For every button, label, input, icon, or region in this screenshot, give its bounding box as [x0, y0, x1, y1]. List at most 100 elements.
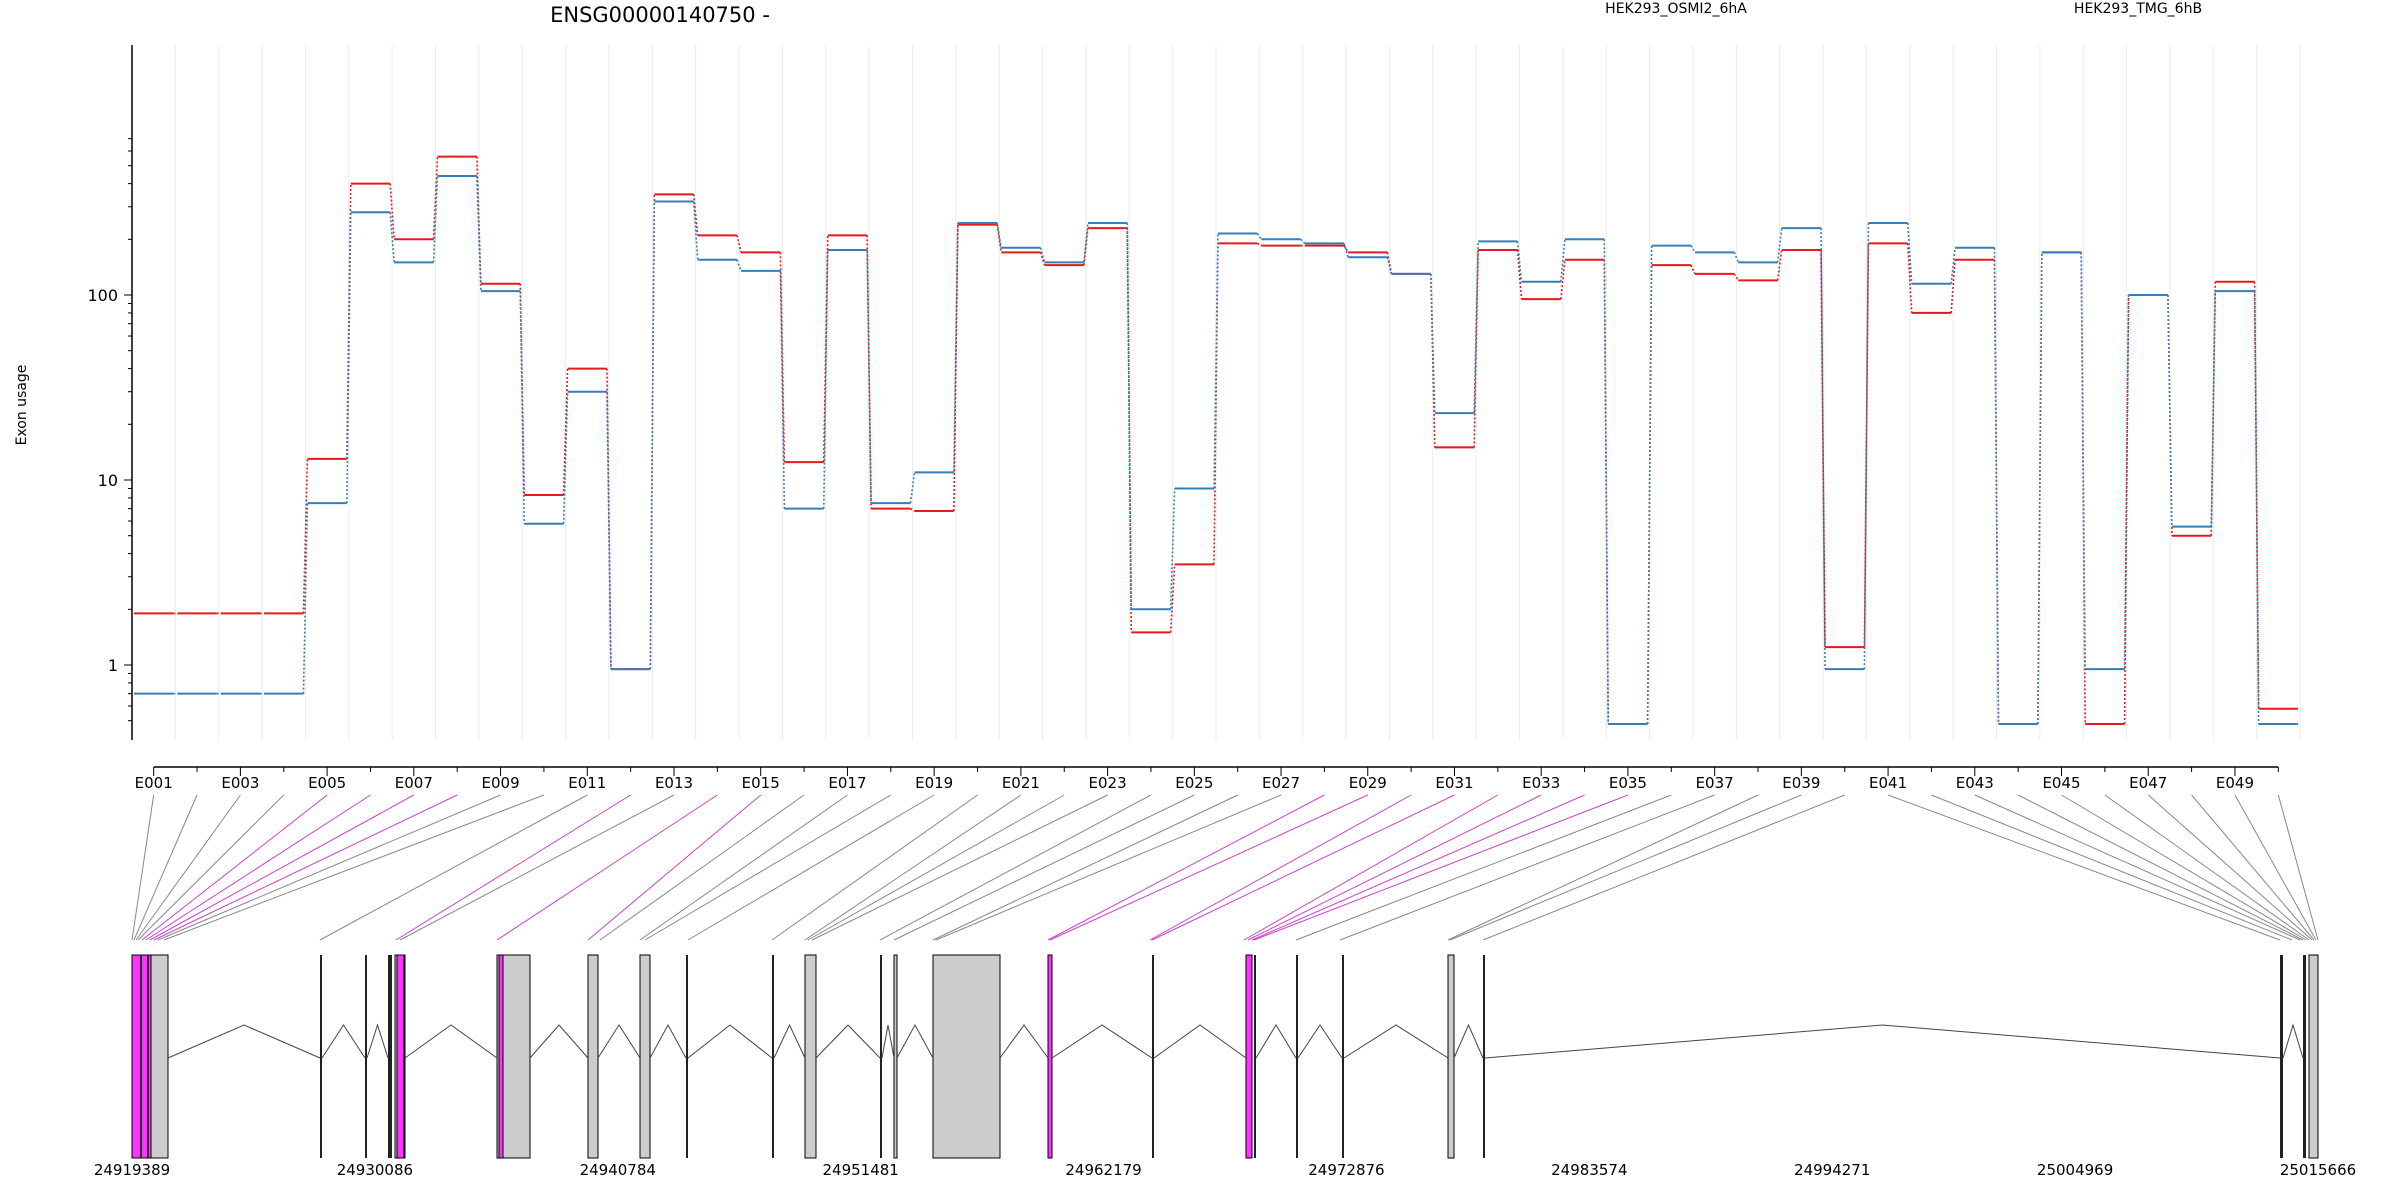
exon-connector	[1974, 794, 2301, 941]
series-connector	[909, 472, 916, 504]
x-tick-label: E003	[221, 774, 259, 792]
series-connector	[953, 222, 959, 473]
exon-connector	[2104, 794, 2310, 941]
intron-line	[529, 1024, 589, 1059]
exon-block	[1245, 954, 1253, 1159]
gene-model: 24919389 24930086 24940784 24951481 24962179…	[94, 954, 2356, 1179]
exon-connector	[2234, 794, 2317, 941]
series-connector	[2167, 294, 2173, 527]
x-tick-label: E031	[1435, 774, 1473, 792]
series-connector	[1126, 228, 1133, 633]
genomic-tick-label: 24994271	[1794, 1161, 1870, 1179]
series-connector	[822, 250, 829, 509]
series-connector	[736, 235, 742, 253]
series-connector	[1993, 247, 2000, 724]
intron-line	[1453, 1023, 1484, 1059]
x-tick-label: E027	[1262, 774, 1300, 792]
grid-lines	[131, 45, 2301, 740]
exon-block	[2280, 955, 2283, 1158]
intron-line	[773, 1023, 806, 1059]
series-connector	[910, 507, 915, 512]
genomic-tick-label: 24940784	[580, 1161, 656, 1179]
intron-line	[321, 1024, 366, 1059]
series-connector	[1473, 250, 1479, 448]
series-tmg	[134, 174, 2298, 725]
x-tick-label: E023	[1089, 774, 1127, 792]
exon-connector	[811, 794, 1108, 941]
legend-series-osmi2: HEK293_OSMI2_6hA	[1605, 1, 1747, 17]
intron-line	[2282, 1023, 2304, 1059]
exon-block	[2308, 954, 2319, 1159]
exon-connector	[935, 794, 1282, 941]
exon-connectors	[131, 794, 2319, 941]
exon-connector	[1151, 794, 1455, 941]
exon-block	[320, 955, 322, 1158]
exon-connector	[879, 794, 1152, 941]
intron-line	[1255, 1024, 1297, 1059]
series-connector	[649, 201, 656, 670]
x-tick-label: E013	[655, 774, 693, 792]
series-connector	[1733, 273, 1739, 281]
x-tick-label: E037	[1696, 774, 1734, 792]
exon-block	[639, 954, 651, 1159]
intron-line	[1153, 1024, 1247, 1059]
series-connector	[1516, 249, 1523, 300]
intron-line	[881, 1024, 895, 1059]
series-connector	[1039, 247, 1046, 263]
series-connector	[1213, 233, 1219, 489]
series-connector	[1473, 241, 1479, 414]
intron-line	[999, 1024, 1049, 1059]
series-connector	[302, 458, 309, 614]
series-connector	[2210, 291, 2217, 527]
series-connector	[2080, 252, 2086, 670]
exon-block	[587, 954, 599, 1159]
series-connector	[562, 368, 569, 495]
x-tick-label: E021	[1002, 774, 1040, 792]
intron-line	[366, 1023, 389, 1059]
x-tick-label: E015	[742, 774, 780, 792]
exon-connector	[2147, 794, 2313, 941]
exon-connector	[1449, 794, 1802, 941]
exon-connector	[399, 794, 675, 941]
axes: 1 10 100 E001 E003 E005 E007 E009 E011 E013 E015 E0…	[87, 45, 2279, 792]
exon-connector	[1251, 794, 1585, 941]
series-connector	[1776, 227, 1783, 263]
series-connector	[692, 201, 699, 260]
exon-connector	[644, 794, 892, 941]
intron-line	[1343, 1024, 1449, 1059]
exon-connector	[687, 794, 935, 941]
genomic-tick-label: 24983574	[1551, 1161, 1627, 1179]
y-tick-label: 10	[98, 471, 118, 490]
x-tick-label: E005	[308, 774, 346, 792]
exon-connector	[157, 794, 501, 941]
series-lines	[134, 155, 2298, 725]
series-connector	[1863, 243, 1870, 648]
x-tick-label: E019	[915, 774, 953, 792]
genomic-tick-label: 24930086	[337, 1161, 413, 1179]
exon-block	[1047, 954, 1053, 1159]
intron-line	[404, 1024, 498, 1059]
exon-connector	[137, 794, 285, 941]
x-tick-label: E041	[1869, 774, 1907, 792]
y-axis-label: Exon usage	[14, 365, 30, 446]
series-connector	[996, 224, 1002, 253]
series-connector	[1386, 257, 1393, 275]
exon-block	[1296, 955, 1298, 1158]
series-connector	[389, 183, 395, 240]
x-tick-label: E029	[1349, 774, 1387, 792]
series-connector	[346, 212, 352, 504]
exon-connector	[587, 794, 762, 941]
exon-block	[1483, 955, 1485, 1158]
x-tick-label: E043	[1956, 774, 1994, 792]
series-connector	[389, 212, 395, 263]
exon-block	[1152, 955, 1154, 1158]
series-connector	[432, 175, 439, 263]
series-connector	[1776, 249, 1783, 281]
exon-block	[880, 955, 882, 1158]
series-connector	[1256, 233, 1263, 240]
series-connector	[476, 175, 482, 292]
x-tick-label: E011	[568, 774, 606, 792]
exon-block	[396, 954, 405, 1159]
